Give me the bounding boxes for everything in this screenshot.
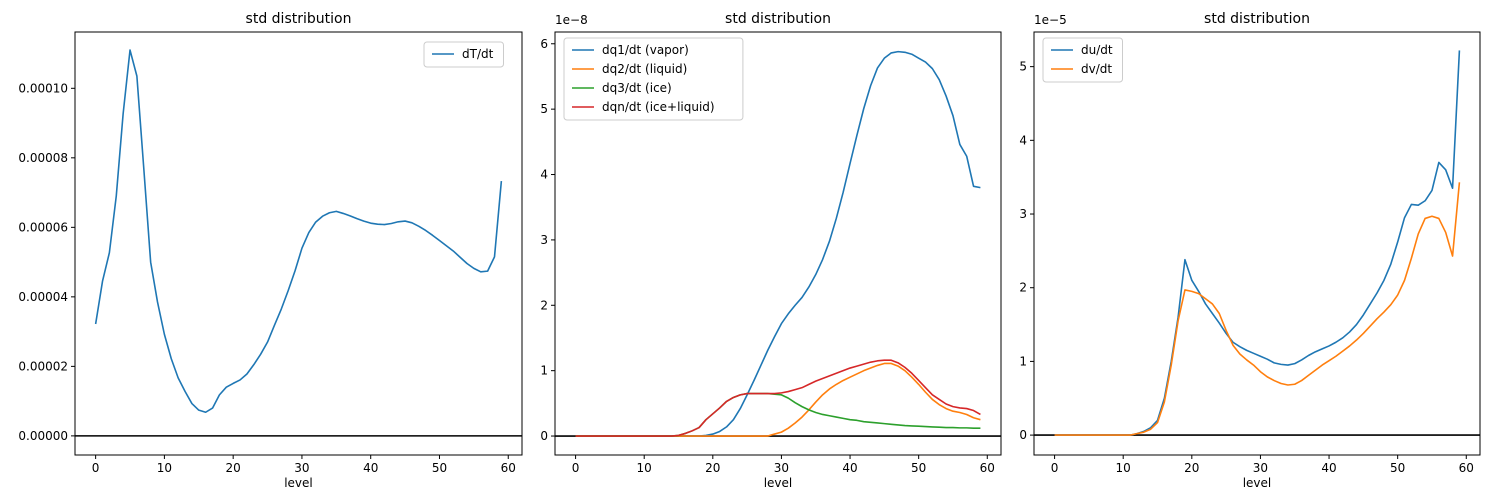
y-tick-label: 4 bbox=[540, 168, 548, 182]
x-tick-label: 60 bbox=[501, 461, 516, 475]
chart-panel-3: std distribution 0 10 20 30 40 50 60 0 1 2 3 4 5 1e−5 l… bbox=[1019, 11, 1480, 490]
x-tick-label: 20 bbox=[1184, 461, 1199, 475]
y-tick-label: 1 bbox=[1019, 354, 1027, 368]
y-offset-text: 1e−8 bbox=[555, 13, 588, 27]
chart-panel-1: std distribution 0 10 20 30 40 50 60 0.00000 0.00… bbox=[18, 11, 522, 490]
x-tick-label: 30 bbox=[774, 461, 789, 475]
y-tick-label: 6 bbox=[540, 37, 548, 51]
x-axis-label: level bbox=[1243, 476, 1272, 490]
legend-label: dT/dt bbox=[462, 47, 494, 61]
legend-label: dq2/dt (liquid) bbox=[602, 62, 687, 76]
y-tick-label: 3 bbox=[540, 233, 548, 247]
y-tick-label: 1 bbox=[540, 364, 548, 378]
x-tick-label: 60 bbox=[980, 461, 995, 475]
series-line-dv-dt bbox=[1055, 182, 1460, 435]
y-tick-label: 0 bbox=[540, 429, 548, 443]
legend-label: dq1/dt (vapor) bbox=[602, 43, 689, 57]
x-tick-label: 10 bbox=[157, 461, 172, 475]
x-tick-label: 40 bbox=[842, 461, 857, 475]
x-tick-label: 20 bbox=[705, 461, 720, 475]
x-tick-label: 0 bbox=[92, 461, 100, 475]
y-tick-label: 4 bbox=[1019, 133, 1027, 147]
x-tick-label: 10 bbox=[1116, 461, 1131, 475]
axes-frame bbox=[75, 32, 522, 455]
chart-panel-2: std distribution 0 10 20 30 40 50 60 0 1 2 3 4 5 6 1e−8… bbox=[540, 11, 1001, 490]
x-tick-label: 0 bbox=[572, 461, 580, 475]
y-tick-label: 3 bbox=[1019, 207, 1027, 221]
y-offset-text: 1e−5 bbox=[1034, 13, 1067, 27]
legend-label: dq3/dt (ice) bbox=[602, 81, 672, 95]
x-axis-label: level bbox=[764, 476, 793, 490]
series-line-dqn-dt-ice-liquid- bbox=[576, 360, 981, 436]
x-tick-label: 40 bbox=[1321, 461, 1336, 475]
y-tick-label: 2 bbox=[540, 298, 548, 312]
y-tick-label: 0.00008 bbox=[18, 151, 68, 165]
x-tick-label: 30 bbox=[1253, 461, 1268, 475]
y-tick-label: 0.00000 bbox=[18, 429, 68, 443]
series-line-dq3-dt-ice- bbox=[576, 394, 981, 437]
legend-label: dv/dt bbox=[1081, 62, 1112, 76]
y-tick-label: 0 bbox=[1019, 428, 1027, 442]
chart-title: std distribution bbox=[246, 11, 352, 27]
y-tick-label: 0.00004 bbox=[18, 290, 68, 304]
y-tick-label: 2 bbox=[1019, 281, 1027, 295]
legend-label: du/dt bbox=[1081, 43, 1113, 57]
x-tick-label: 50 bbox=[911, 461, 926, 475]
x-tick-label: 20 bbox=[226, 461, 241, 475]
x-tick-label: 30 bbox=[294, 461, 309, 475]
x-axis-label: level bbox=[284, 476, 313, 490]
y-tick-label: 0.00002 bbox=[18, 359, 68, 373]
y-tick-label: 0.00010 bbox=[18, 81, 68, 95]
x-tick-label: 50 bbox=[1390, 461, 1405, 475]
chart-title: std distribution bbox=[1204, 11, 1310, 27]
x-tick-label: 40 bbox=[363, 461, 378, 475]
legend-label: dqn/dt (ice+liquid) bbox=[602, 100, 715, 114]
y-tick-label: 0.00006 bbox=[18, 220, 68, 234]
x-tick-label: 10 bbox=[637, 461, 652, 475]
chart-title: std distribution bbox=[725, 11, 831, 27]
series-line-du-dt bbox=[1055, 50, 1460, 435]
x-tick-label: 60 bbox=[1459, 461, 1474, 475]
y-tick-label: 5 bbox=[540, 102, 548, 116]
axes-frame bbox=[1034, 32, 1480, 455]
series-line-dq2-dt-liquid- bbox=[576, 363, 981, 436]
x-tick-label: 0 bbox=[1051, 461, 1059, 475]
series-line-dt-dt bbox=[96, 50, 502, 412]
x-tick-label: 50 bbox=[432, 461, 447, 475]
y-tick-label: 5 bbox=[1019, 60, 1027, 74]
